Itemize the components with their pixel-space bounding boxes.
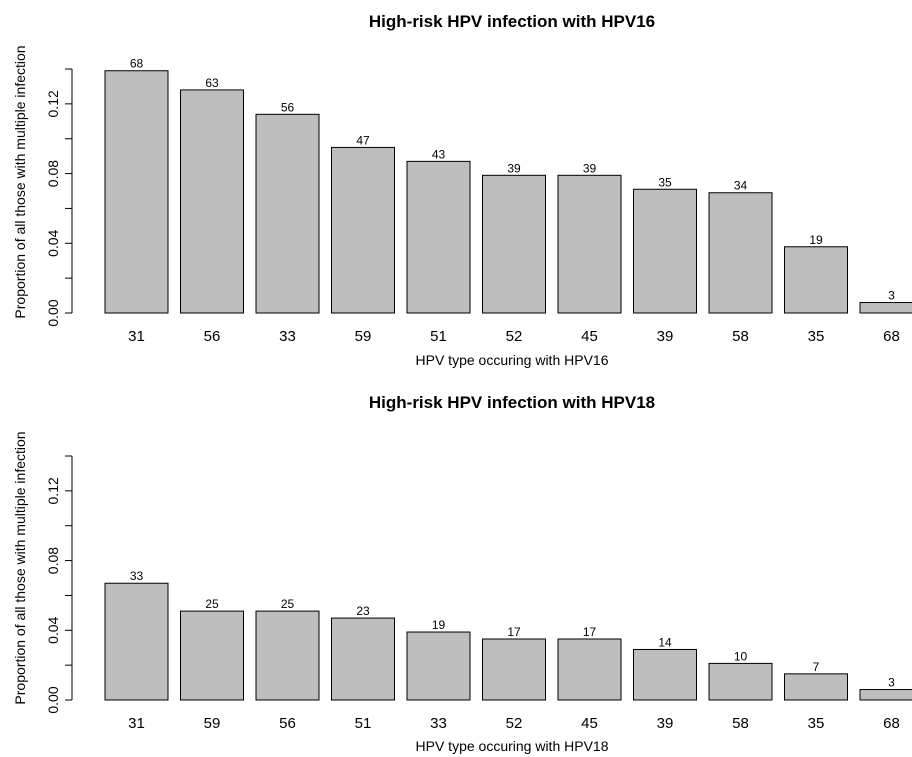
data-label: 23 [356,604,370,618]
x-tick-label: 51 [430,328,447,345]
x-tick-label: 31 [128,328,145,345]
y-tick-label: 0.04 [45,616,61,643]
bar-39 [633,188,697,314]
bar-45 [557,638,622,701]
chart-panel-hpv18: High-risk HPV infection with HPV18 Propo… [12,393,912,754]
x-tick-label: 33 [430,715,447,732]
data-label: 47 [356,133,370,147]
data-label: 34 [734,179,748,193]
bar-51 [331,617,395,701]
data-label: 17 [583,625,597,639]
data-label: 14 [658,635,672,649]
y-tick-label: 0.04 [45,229,61,256]
data-label: 25 [205,597,219,611]
bar-58 [708,662,773,701]
data-label: 25 [281,597,295,611]
x-tick-label: 35 [808,328,825,345]
bar-58 [708,192,773,314]
y-tick-label: 0.08 [45,160,61,187]
bar-39 [633,648,697,701]
y-tick-label: 0.08 [45,547,61,574]
bar-68 [859,302,912,314]
x-tick-label: 52 [506,715,523,732]
x-tick-label: 68 [883,715,900,732]
x-tick-label: 45 [581,715,598,732]
chart-title: High-risk HPV infection with HPV16 [369,12,655,31]
x-tick-label: 59 [204,715,221,732]
x-tick-label: 56 [279,715,296,732]
bar-35 [784,246,848,314]
data-label: 63 [205,76,219,90]
x-tick-label: 51 [355,715,372,732]
y-axis-label: Proportion of all those with multiple in… [12,431,28,704]
x-tick-label: 33 [279,328,296,345]
x-tick-label: 56 [204,328,221,345]
bars-group: 33 31 25 59 25 56 23 51 19 33 17 52 17 45 14 39 10 58 7 35 3… [104,569,912,732]
bar-51 [406,160,471,314]
data-label: 7 [813,660,820,674]
y-tick-label: 0.12 [45,90,61,117]
data-label: 33 [130,569,144,583]
data-label: 3 [888,676,895,690]
bar-56 [180,89,244,314]
bar-52 [482,638,546,701]
data-label: 43 [432,147,446,161]
x-tick-label: 58 [732,328,749,345]
data-label: 3 [888,289,895,303]
x-tick-label: 68 [883,328,900,345]
x-tick-label: 59 [355,328,372,345]
bar-33 [406,631,471,701]
chart-panel-hpv16: High-risk HPV infection with HPV16 Propo… [12,12,912,368]
x-axis-label: HPV type occuring with HPV18 [416,738,609,754]
y-tick-label: 0.12 [45,477,61,504]
x-tick-label: 58 [732,715,749,732]
data-label: 19 [432,618,446,632]
bar-31 [104,582,169,701]
data-label: 56 [281,100,295,114]
bar-59 [331,146,395,314]
bar-68 [859,689,912,701]
data-label: 68 [130,57,144,71]
x-tick-label: 31 [128,715,145,732]
data-label: 39 [507,161,521,175]
data-label: 19 [809,233,823,247]
bar-35 [784,673,848,701]
y-tick-label: 0.00 [45,686,61,713]
chart-title: High-risk HPV infection with HPV18 [369,393,655,412]
x-tick-label: 35 [808,715,825,732]
x-tick-label: 39 [657,715,674,732]
y-axis-label: Proportion of all those with multiple in… [12,45,28,318]
x-tick-label: 45 [581,328,598,345]
bar-31 [104,70,169,314]
data-label: 10 [734,649,748,663]
data-label: 17 [507,625,521,639]
y-tick-label: 0.00 [45,299,61,326]
bar-56 [255,610,320,701]
data-label: 35 [658,175,672,189]
bar-33 [255,113,320,314]
x-tick-label: 52 [506,328,523,345]
bars-group: 68 31 63 56 56 33 47 59 43 51 39 52 39 45 35 39 34 58 19 35… [104,57,912,345]
bar-52 [482,174,546,314]
data-label: 39 [583,161,597,175]
x-axis-label: HPV type occuring with HPV16 [416,352,609,368]
bar-45 [557,174,622,314]
x-tick-label: 39 [657,328,674,345]
bar-59 [180,610,244,701]
